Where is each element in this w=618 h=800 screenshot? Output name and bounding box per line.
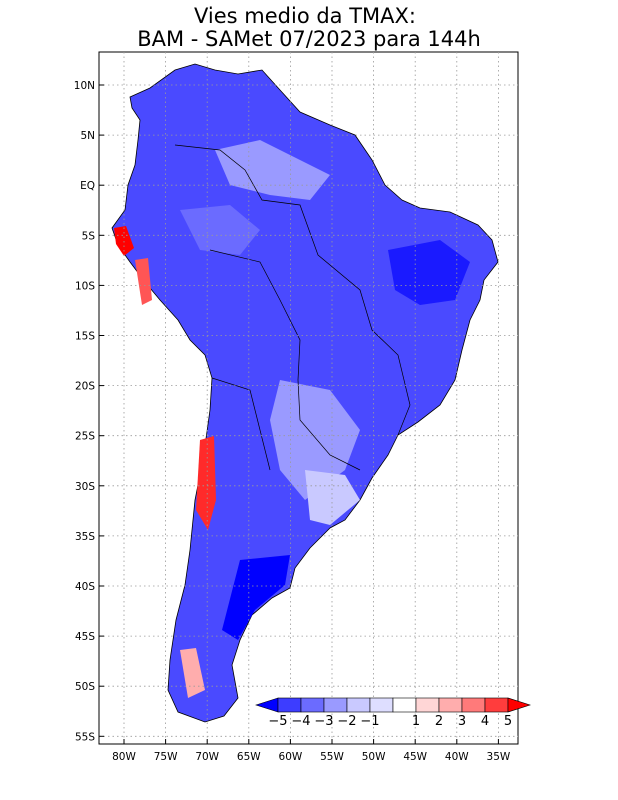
colorbar-box (461, 697, 486, 713)
lon-tick-label: 75W (154, 751, 178, 763)
lat-tick-label: 5N (80, 130, 95, 142)
colorbar-label: −1 (360, 714, 379, 729)
lat-tick-label: 40S (75, 581, 95, 593)
south-america-landmass (111, 63, 499, 723)
lat-tick-label: 30S (75, 481, 95, 493)
colorbar-box (369, 697, 394, 713)
lat-tick-label: 55S (75, 731, 95, 743)
colorbar-box (484, 697, 509, 713)
colorbar-box (438, 697, 463, 713)
bias-strong-northeast (388, 240, 470, 305)
colorbar-box (300, 697, 325, 713)
country-borders (174, 144, 411, 436)
bias-positive-peru (135, 258, 152, 305)
lon-tick-label: 80W (112, 751, 136, 763)
figure-title-line2: BAM - SAMet 07/2023 para 144h (137, 27, 481, 51)
bias-weak-uruguay (305, 470, 360, 525)
lat-tick-label: 25S (75, 431, 95, 443)
bias-positive-chile (196, 436, 216, 530)
lat-tick-label: 10N (74, 80, 95, 92)
bias-strong-patagonia (222, 555, 290, 640)
colorbar-box (392, 697, 417, 713)
colorbar-label: 1 (412, 714, 420, 729)
lon-tick-label: 45W (403, 751, 427, 763)
colorbar-box (415, 697, 440, 713)
lon-tick-label: 40W (445, 751, 469, 763)
lat-tick-label: EQ (80, 180, 95, 192)
lon-tick-label: 50W (362, 751, 386, 763)
lat-tick-label: 10S (75, 280, 95, 292)
lat-tick-label: 45S (75, 631, 95, 643)
lat-tick-label: 20S (75, 381, 95, 393)
bias-light-south (270, 380, 360, 500)
lon-tick-label: 35W (487, 751, 511, 763)
colorbar-label: −2 (337, 714, 356, 729)
colorbar: −5 −4 −3 −2 −1 1 2 3 4 5 (255, 697, 531, 729)
lon-tick-label: 55W (320, 751, 344, 763)
colorbar-label: 3 (458, 714, 466, 729)
country-borders-2 (209, 249, 361, 471)
map-grid (99, 52, 518, 744)
colorbar-box (277, 697, 302, 713)
colorbar-box (323, 697, 348, 713)
colorbar-box (346, 697, 371, 713)
colorbar-label: −4 (291, 714, 310, 729)
colorbar-label: −5 (268, 714, 287, 729)
country-borders-3 (211, 377, 271, 471)
lat-tick-label: 50S (75, 681, 95, 693)
lat-tick-label: 5S (82, 230, 96, 242)
bias-positive-south-chile (180, 648, 205, 698)
lon-tick-label: 65W (237, 751, 261, 763)
colorbar-label: 5 (504, 714, 512, 729)
figure-title-line1: Vies medio da TMAX: (194, 4, 416, 28)
lat-tick-label: 35S (75, 531, 95, 543)
lon-tick-label: 70W (195, 751, 219, 763)
latitude-ticks: 10N 5N EQ 5S 10S 15S 20S 25S 30S 35S 40S 45S 50S 55S (74, 80, 104, 743)
lat-tick-label: 15S (75, 331, 95, 343)
colorbar-label: −3 (314, 714, 333, 729)
bias-medium-west-amazon (180, 205, 260, 255)
colorbar-triangle-right (507, 697, 531, 713)
colorbar-label: 4 (481, 714, 489, 729)
lon-tick-label: 60W (279, 751, 303, 763)
colorbar-label: 2 (435, 714, 443, 729)
longitude-ticks: 80W 75W 70W 65W 60W 55W 50W 45W 40W 35W (112, 739, 511, 763)
